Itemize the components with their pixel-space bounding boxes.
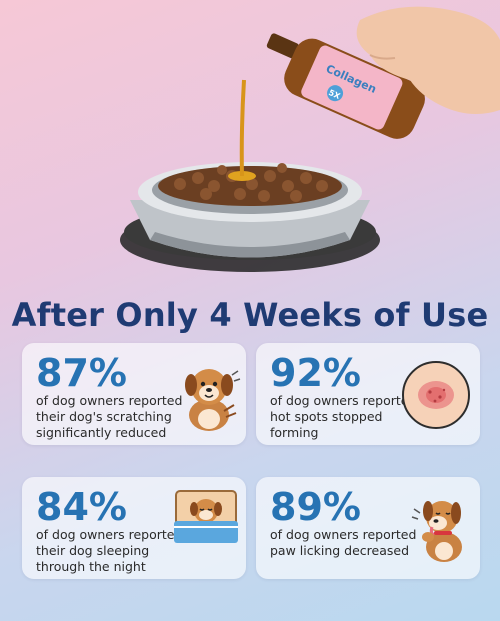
stat-card-sleeping: 84% of dog owners reported their dog sle… xyxy=(22,477,246,579)
stat-card-hot-spots: 92% of dog owners reported hot spots sto… xyxy=(256,343,480,445)
stat-description: of dog owners reported paw licking decre… xyxy=(270,527,417,558)
stat-card-paw-licking: 89% of dog owners reported paw licking d… xyxy=(256,477,480,579)
stat-percent: 89% xyxy=(270,485,361,529)
stat-percent: 84% xyxy=(36,485,127,529)
hot-spot-skin-icon xyxy=(402,361,470,429)
hero-product-pour-image: Collagen 5X xyxy=(120,6,500,272)
stat-percent: 87% xyxy=(36,351,127,395)
stat-description: of dog owners reported their dog's scrat… xyxy=(36,393,183,440)
sleeping-dog-icon xyxy=(174,490,238,543)
scratching-dog-icon xyxy=(185,369,241,431)
paw-licking-dog-icon xyxy=(411,501,462,562)
stat-description: of dog owners reported their dog sleepin… xyxy=(36,527,183,574)
stat-card-scratching: 87% of dog owners reported their dog's s… xyxy=(22,343,246,445)
headline: After Only 4 Weeks of Use xyxy=(11,296,489,334)
stat-percent: 92% xyxy=(270,351,361,395)
stat-description: of dog owners reported hot spots stopped… xyxy=(270,393,417,440)
